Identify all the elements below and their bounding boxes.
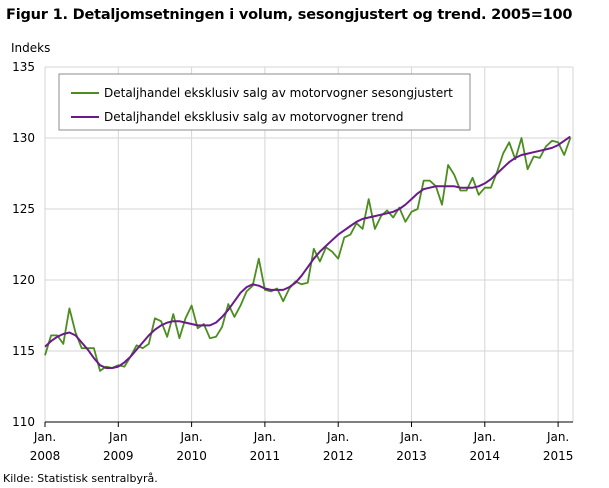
x-tick-label-top: Jan. <box>253 430 276 444</box>
x-tick-label-bottom: 2011 <box>250 449 281 463</box>
x-tick-label-top: Jan. <box>33 430 56 444</box>
x-axis-ticks: Jan. 2008 Jan 2009 Jan. 2010 Jan. 2011 Jan. 2012 J… <box>30 422 574 463</box>
series-line-seasonal <box>44 137 572 372</box>
x-tick-label-top: Jan. <box>473 430 496 444</box>
x-tick-label-top: Jan. <box>399 430 422 444</box>
chart-title: Figur 1. Detaljomsetningen i volum, seso… <box>6 7 573 23</box>
x-tick-label-bottom: 2009 <box>103 449 134 463</box>
series-line-trend <box>44 135 571 369</box>
x-tick-label-top: Jan <box>108 430 128 444</box>
x-tick-label-bottom: 2008 <box>30 449 61 463</box>
x-tick-label-bottom: 2015 <box>543 449 574 463</box>
x-tick-label-top: Jan. <box>326 430 349 444</box>
legend-label-trend: Detaljhandel eksklusiv salg av motorvogn… <box>104 110 403 124</box>
y-tick-label: 110 <box>12 415 35 429</box>
x-tick-label-top: Jan. <box>546 430 569 444</box>
y-tick-label: 135 <box>12 60 35 74</box>
y-axis-ticks: 110 115 120 125 130 135 <box>12 60 35 429</box>
x-tick-label-bottom: 2013 <box>396 449 427 463</box>
y-axis-label: Indeks <box>11 41 51 55</box>
x-tick-label-bottom: 2010 <box>176 449 207 463</box>
legend-label-seasonal: Detaljhandel eksklusiv salg av motorvogn… <box>104 86 453 100</box>
y-tick-label: 130 <box>12 131 35 145</box>
legend: Detaljhandel eksklusiv salg av motorvogn… <box>58 73 471 131</box>
x-tick-label-bottom: 2014 <box>470 449 501 463</box>
y-tick-label: 125 <box>12 202 35 216</box>
x-tick-label-bottom: 2012 <box>323 449 354 463</box>
y-tick-label: 115 <box>12 344 35 358</box>
x-tick-label-top: Jan. <box>179 430 202 444</box>
legend-box <box>58 73 471 131</box>
source-note: Kilde: Statistisk sentralbyrå. <box>3 472 158 485</box>
series-lines <box>44 135 572 372</box>
y-tick-label: 120 <box>12 273 35 287</box>
